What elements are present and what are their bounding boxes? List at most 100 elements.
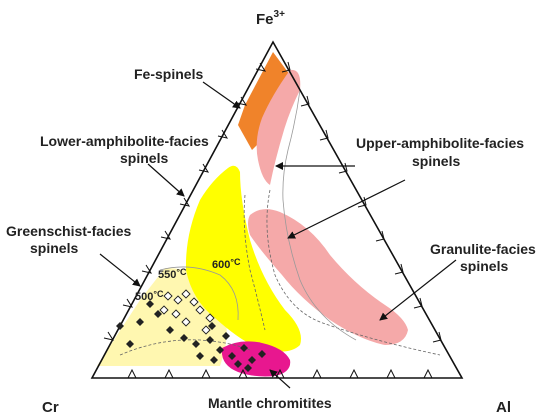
label-greenschist-line1: Greenschist-facies xyxy=(6,223,131,239)
filled-diamond-point xyxy=(146,300,154,308)
filled-diamond-point xyxy=(244,364,252,372)
filled-diamond-point xyxy=(180,334,188,342)
temp-unit: °C xyxy=(230,257,241,267)
ternary-triangle xyxy=(90,40,464,379)
tick-left-2 xyxy=(122,298,134,308)
tick-right-2 xyxy=(300,95,310,107)
field-labels: Fe-spinels Lower-amphibolite-facies spin… xyxy=(6,66,536,411)
tick-left-5 xyxy=(179,197,191,207)
filled-diamond-point xyxy=(196,352,204,360)
open-diamond-point xyxy=(171,309,181,319)
contour-dashed-2 xyxy=(243,194,266,331)
tick-bottom-7 xyxy=(349,368,359,379)
open-diamond-point xyxy=(163,291,173,301)
upper-amphibolite-field xyxy=(256,69,301,185)
tick-bottom-6 xyxy=(312,368,322,379)
arrow-fe-spinels xyxy=(202,81,241,109)
open-diamond-points xyxy=(159,289,215,335)
temp-unit: °C xyxy=(176,267,187,277)
tick-bottom-1 xyxy=(127,368,137,379)
tick-left-7 xyxy=(217,129,229,139)
tick-bottom-9 xyxy=(423,368,433,379)
contour-dashed-3 xyxy=(119,339,251,356)
filled-diamond-point xyxy=(228,352,236,360)
label-granulite-line1: Granulite-facies xyxy=(430,241,536,257)
fe-spinels-field xyxy=(238,52,298,150)
contour-lines xyxy=(119,89,441,356)
filled-diamond-point xyxy=(166,326,174,334)
temp-label-500: 500°C xyxy=(135,289,164,303)
arrow-lower-amphibolite xyxy=(147,163,185,197)
filled-diamond-point xyxy=(234,360,242,368)
contour-thin-2 xyxy=(159,266,239,321)
granulite-field xyxy=(248,209,408,345)
label-upper-amphibolite-line2: spinels xyxy=(412,153,460,169)
pointer-arrows xyxy=(99,81,457,389)
open-diamond-point xyxy=(181,317,191,327)
open-diamond-point xyxy=(181,289,191,299)
label-fe-spinels: Fe-spinels xyxy=(134,66,203,82)
filled-diamond-point xyxy=(192,340,200,348)
filled-diamond-point xyxy=(206,336,214,344)
arrow-greenschist xyxy=(99,253,141,287)
tick-right-7 xyxy=(394,263,404,275)
tick-right-1 xyxy=(281,61,291,73)
filled-diamond-point xyxy=(210,356,218,364)
mantle-chromitite-field xyxy=(221,341,291,377)
open-diamond-point xyxy=(189,297,199,307)
filled-diamond-point xyxy=(240,344,248,352)
tick-bottom-4 xyxy=(238,368,248,379)
tick-bottom-3 xyxy=(201,368,211,379)
fields xyxy=(97,52,408,377)
filled-diamond-point xyxy=(216,346,224,354)
contour-thin-1 xyxy=(282,89,357,341)
vertex-labels: Fe3+ Cr Al xyxy=(42,9,511,416)
tick-right-9 xyxy=(432,331,442,343)
open-diamond-point xyxy=(201,325,211,335)
filled-diamond-point xyxy=(222,332,230,340)
filled-diamond-point xyxy=(248,356,256,364)
arrow-upper-amphibolite-2 xyxy=(287,179,406,239)
tick-left-6 xyxy=(198,163,210,173)
label-mantle-chromitites: Mantle chromitites xyxy=(208,395,332,411)
filled-diamond-point xyxy=(154,310,162,318)
temp-label-550: 550°C xyxy=(158,267,187,281)
tick-left-4 xyxy=(160,230,172,240)
label-greenschist-line2: spinels xyxy=(30,240,78,256)
tick-bottom-2 xyxy=(164,368,174,379)
label-lower-amphibolite-line1: Lower-amphibolite-facies xyxy=(40,133,209,149)
filled-diamond-points xyxy=(116,300,266,372)
filled-diamond-point xyxy=(258,350,266,358)
tick-left-3 xyxy=(141,264,153,274)
vertex-top-superscript: 3+ xyxy=(274,9,286,20)
filled-diamond-point xyxy=(136,318,144,326)
tick-left-9 xyxy=(255,62,267,72)
filled-diamond-point xyxy=(116,322,124,330)
temperature-labels: 600°C 550°C 500°C xyxy=(135,257,241,303)
arrow-granulite xyxy=(379,259,457,321)
open-diamond-point xyxy=(205,313,215,323)
tick-right-8 xyxy=(413,297,423,309)
tick-right-3 xyxy=(319,129,329,141)
tick-left-1 xyxy=(103,331,115,341)
open-diamond-point xyxy=(195,305,205,315)
filled-diamond-point xyxy=(208,322,216,330)
temp-label-600: 600°C xyxy=(212,257,241,271)
open-diamond-point xyxy=(173,295,183,305)
arrow-mantle xyxy=(269,369,291,389)
label-lower-amphibolite-line2: spinels xyxy=(120,150,168,166)
open-diamond-point xyxy=(159,305,169,315)
label-upper-amphibolite-line1: Upper-amphibolite-facies xyxy=(356,135,524,151)
label-granulite-line2: spinels xyxy=(460,258,508,274)
tick-bottom-8 xyxy=(386,368,396,379)
tick-right-6 xyxy=(375,230,385,242)
temp-unit: °C xyxy=(153,289,164,299)
contour-dashed-1 xyxy=(266,189,441,356)
vertex-label-right: Al xyxy=(496,399,511,416)
tick-right-5 xyxy=(357,196,367,208)
filled-diamond-point xyxy=(126,340,134,348)
vertex-label-left: Cr xyxy=(42,399,59,416)
vertex-label-top: Fe3+ xyxy=(256,9,285,28)
lower-amphibolite-field xyxy=(185,165,301,352)
